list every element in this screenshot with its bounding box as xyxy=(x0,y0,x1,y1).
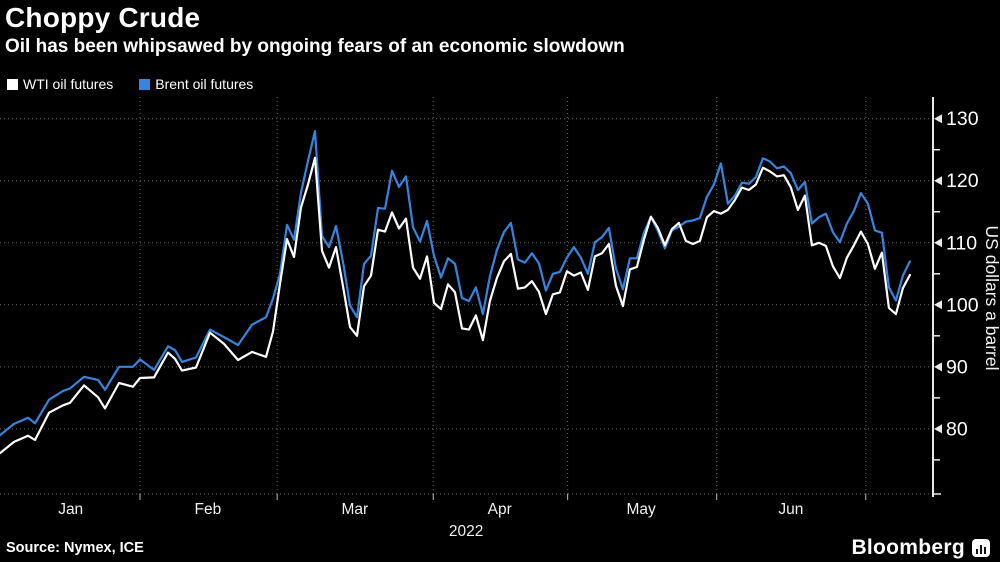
y-tick-label: 100 xyxy=(946,294,979,316)
y-major-tick-arrow xyxy=(934,300,942,310)
x-tick-label: Mar xyxy=(342,501,369,518)
legend-item-wti: WTI oil futures xyxy=(7,76,113,92)
x-tick-label: May xyxy=(626,501,656,518)
bloomberg-logo: Bloomberg xyxy=(851,536,990,560)
chart-subtitle: Oil has been whipsawed by ongoing fears … xyxy=(5,36,625,57)
legend-label-wti: WTI oil futures xyxy=(23,76,114,92)
y-tick-label: 130 xyxy=(946,108,979,130)
x-year-label: 2022 xyxy=(449,523,483,540)
page-title: Choppy Crude xyxy=(5,2,201,33)
bloomberg-wordmark: Bloomberg xyxy=(851,536,965,559)
y-major-tick-arrow xyxy=(934,362,942,372)
x-tick-label: Jan xyxy=(58,501,83,518)
bar-chart-bubble-icon xyxy=(972,539,990,557)
legend-item-brent: Brent oil futures xyxy=(139,76,253,92)
legend: WTI oil futures Brent oil futures xyxy=(7,76,253,92)
y-tick-label: 80 xyxy=(946,418,968,440)
brent-line xyxy=(0,130,912,437)
y-tick-label: 90 xyxy=(946,356,968,378)
source-note: Source: Nymex, ICE xyxy=(6,540,144,556)
x-tick-label: Jun xyxy=(778,501,803,518)
y-tick-label: 110 xyxy=(946,232,977,254)
y-major-tick-arrow xyxy=(934,114,942,124)
y-tick-label: 120 xyxy=(946,170,979,192)
y-axis-title: US dollars a barrel xyxy=(982,226,1000,371)
legend-label-brent: Brent oil futures xyxy=(155,76,254,92)
wti-line xyxy=(0,156,912,455)
wti-swatch-icon xyxy=(7,78,18,90)
x-tick-label: Feb xyxy=(195,501,222,518)
x-tick-label: Apr xyxy=(488,501,512,518)
y-major-tick-arrow xyxy=(934,238,942,248)
y-major-tick-arrow xyxy=(934,176,942,186)
y-major-tick-arrow xyxy=(934,424,942,434)
brent-swatch-icon xyxy=(139,78,151,90)
